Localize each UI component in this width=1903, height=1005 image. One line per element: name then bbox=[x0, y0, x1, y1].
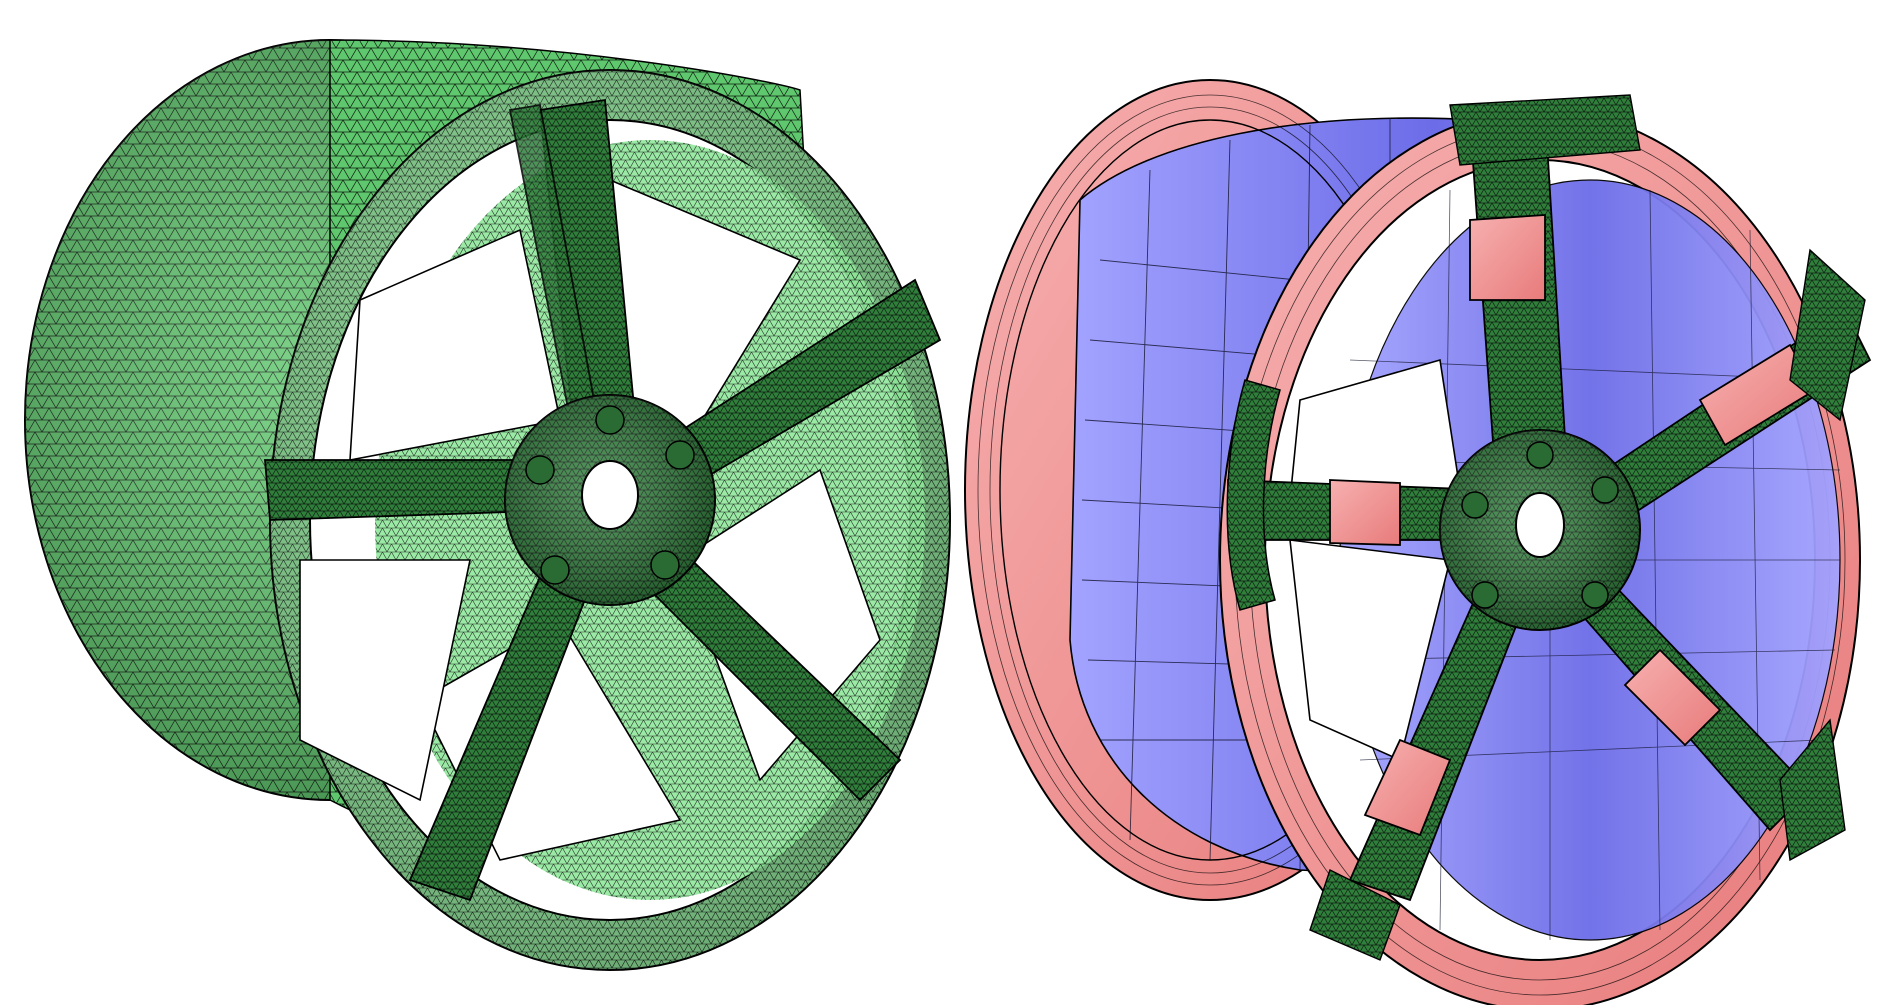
right-lug-holes bbox=[1461, 441, 1619, 609]
right-rim-joint-patches bbox=[1309, 94, 1866, 961]
right-spoke-windows bbox=[1289, 358, 1461, 762]
left-spokes bbox=[264, 98, 942, 902]
left-center-bore bbox=[581, 460, 639, 530]
right-center-bore bbox=[1515, 492, 1565, 558]
panel-tetrahedral-wheel bbox=[24, 39, 951, 971]
left-lug-holes bbox=[525, 405, 695, 585]
right-rim-tet-segment bbox=[1226, 379, 1281, 611]
panel-hybrid-wheel bbox=[964, 79, 1872, 1005]
